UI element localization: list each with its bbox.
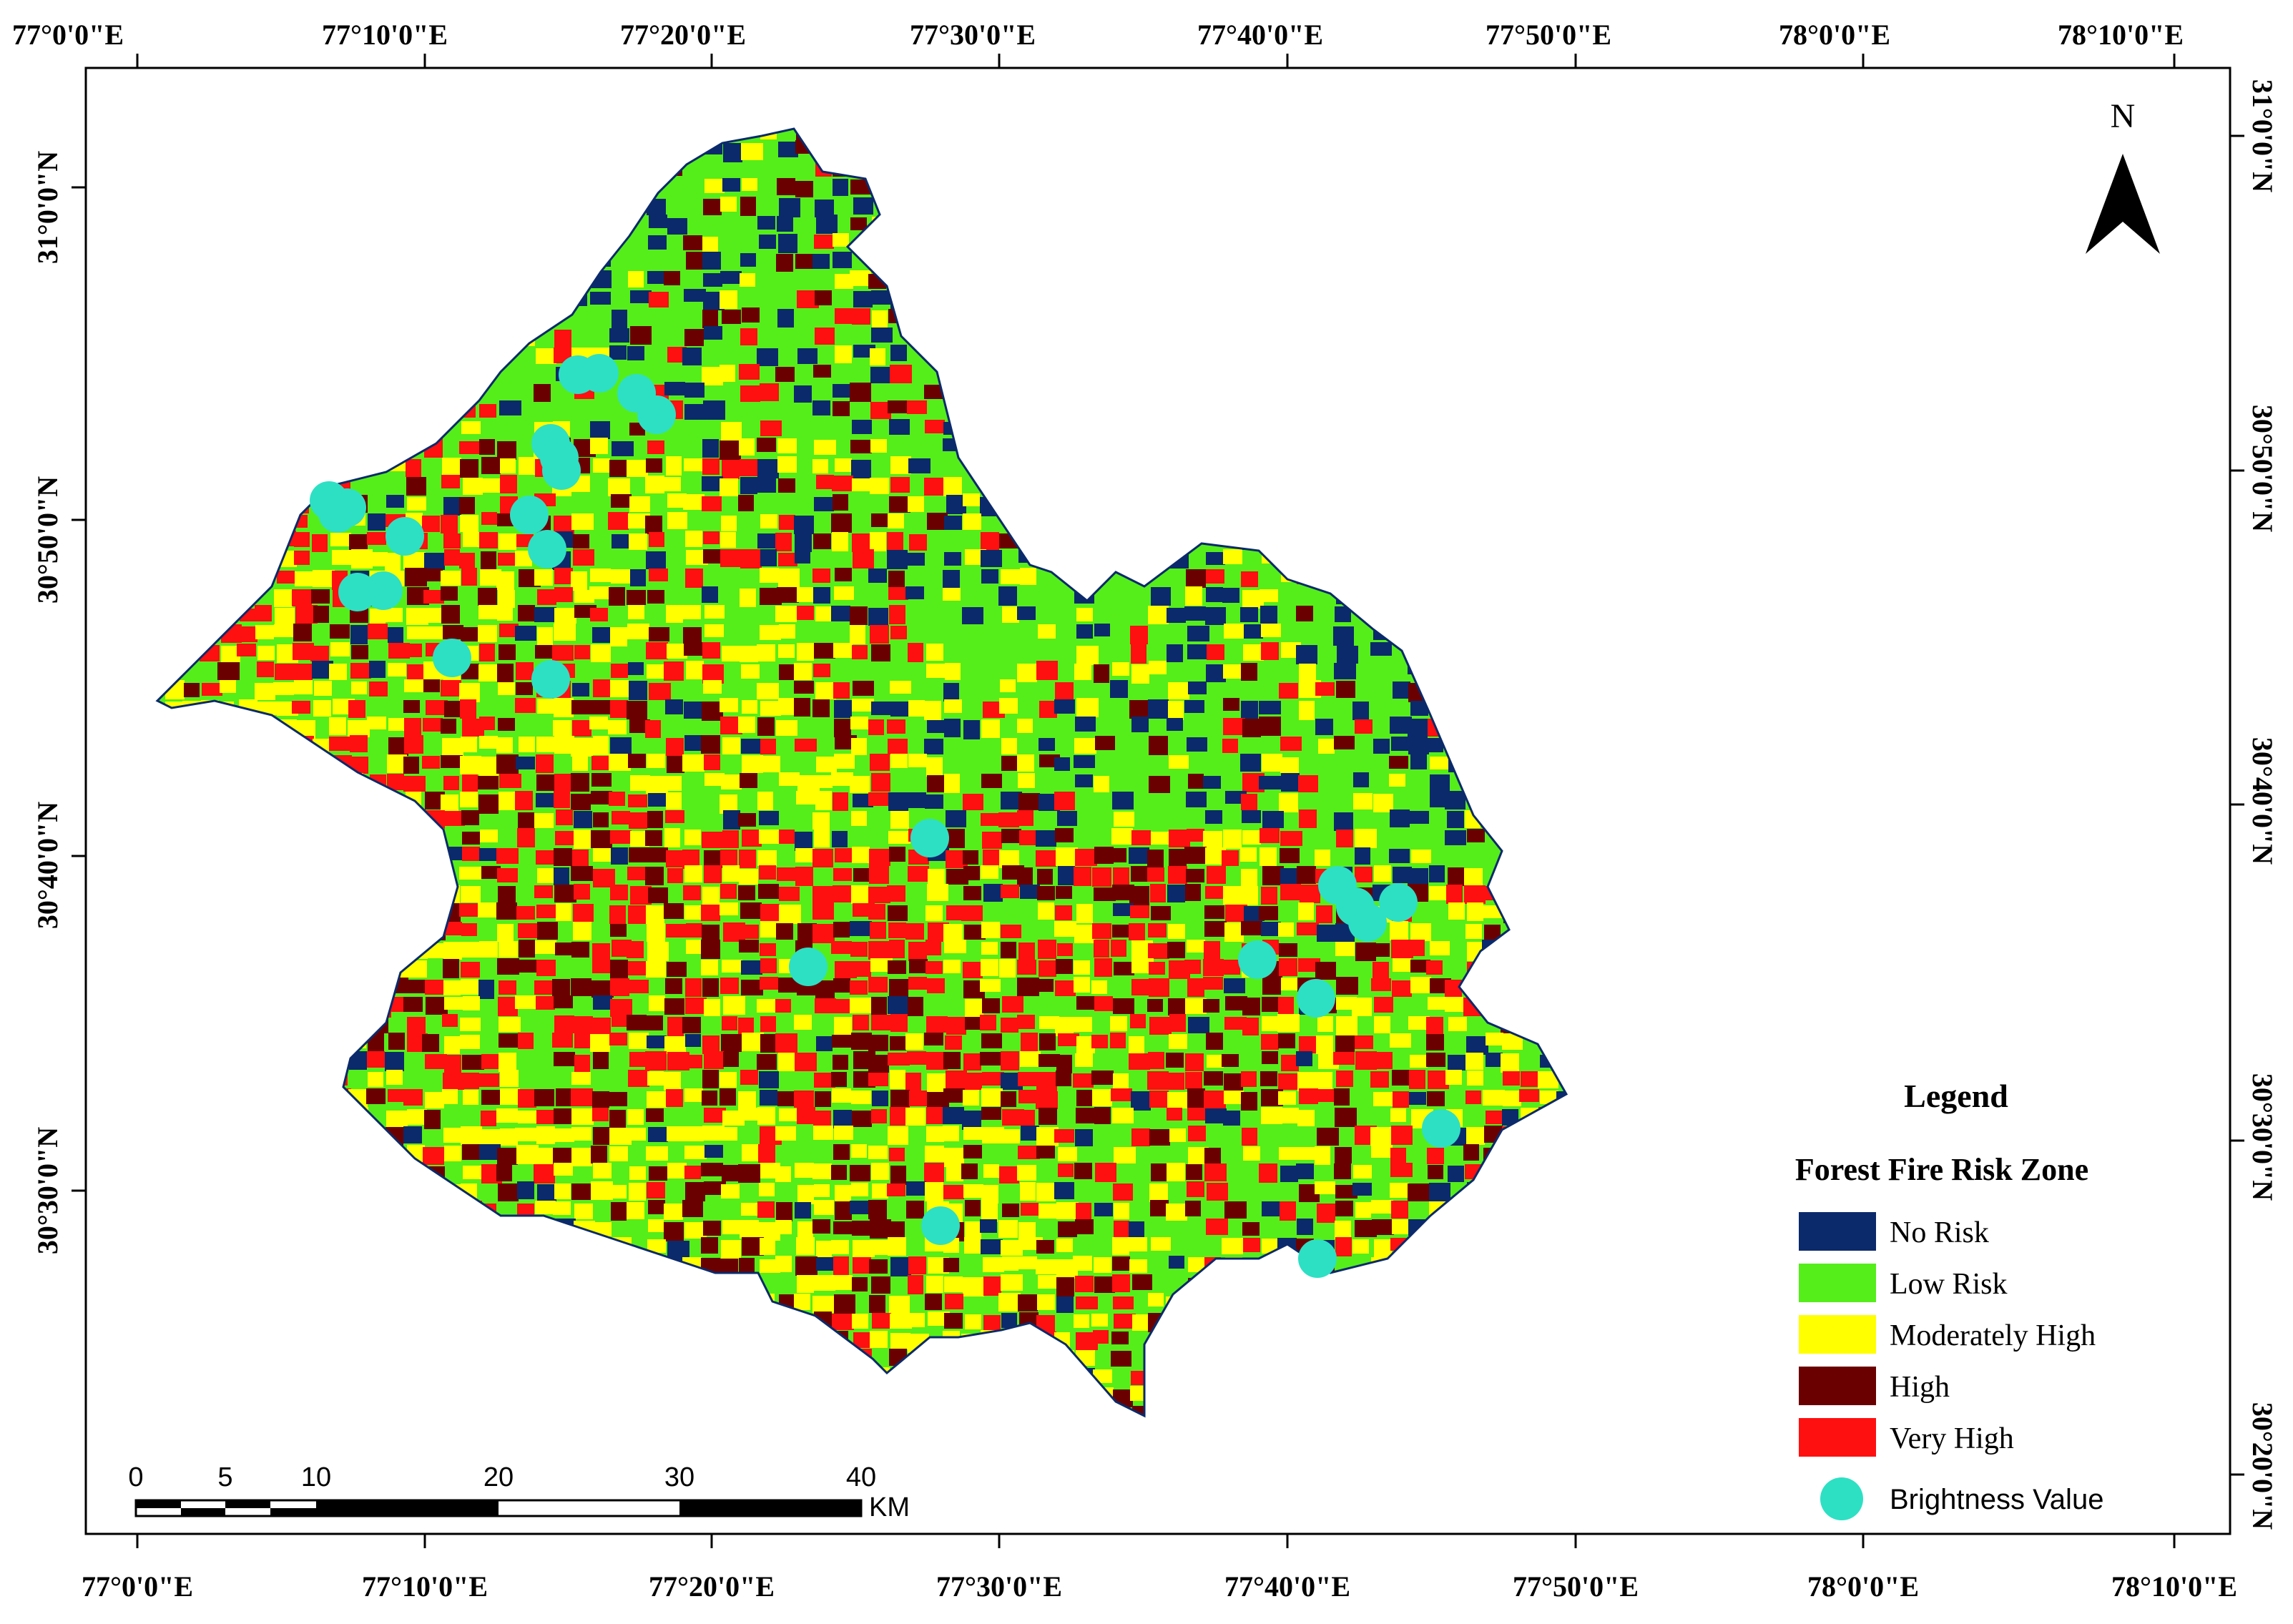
brightness-point bbox=[1379, 883, 1418, 922]
brightness-point bbox=[386, 517, 424, 556]
scale-label: 5 bbox=[217, 1462, 232, 1492]
bottom-lon-label: 77°10'0"E bbox=[362, 1570, 488, 1603]
right-lat-label: 30°30'0"N bbox=[2247, 1073, 2279, 1201]
right-lat-label: 30°40'0"N bbox=[2247, 737, 2279, 865]
scale-label: 40 bbox=[846, 1462, 876, 1492]
brightness-point bbox=[1422, 1109, 1460, 1148]
north-arrow: N bbox=[2086, 97, 2160, 254]
legend-swatch bbox=[1799, 1418, 1876, 1457]
north-arrow-icon bbox=[2086, 154, 2160, 254]
brightness-point bbox=[528, 530, 566, 569]
legend-item-label: High bbox=[1890, 1371, 1950, 1404]
scale-bar-ticks: 0 5 10 20 30 40 bbox=[128, 1462, 876, 1492]
top-lon-label: 78°10'0"E bbox=[2058, 19, 2184, 51]
brightness-point bbox=[328, 488, 366, 527]
brightness-point bbox=[789, 948, 828, 986]
brightness-point bbox=[1238, 940, 1277, 979]
scale-bar: 0 5 10 20 30 40 KM bbox=[128, 1462, 910, 1522]
left-lat-label: 30°30'0"N bbox=[31, 1127, 64, 1254]
scale-label: 30 bbox=[664, 1462, 694, 1492]
legend-item-brightness: Brightness Value bbox=[1820, 1477, 2103, 1520]
bottom-lon-label: 77°0'0"E bbox=[82, 1570, 193, 1603]
bottom-lon-label: 78°10'0"E bbox=[2111, 1570, 2237, 1603]
legend-swatch bbox=[1799, 1367, 1876, 1405]
risk-raster bbox=[157, 129, 1566, 1416]
legend-item-label: Moderately High bbox=[1890, 1319, 2096, 1352]
brightness-point bbox=[921, 1206, 960, 1245]
bottom-lon-label: 77°20'0"E bbox=[649, 1570, 775, 1603]
legend-item-no-risk: No Risk bbox=[1799, 1212, 1989, 1251]
bottom-lon-label: 77°50'0"E bbox=[1513, 1570, 1639, 1603]
legend-item-label: Very High bbox=[1890, 1422, 2014, 1455]
right-lat-label: 31°0'0"N bbox=[2247, 79, 2279, 192]
bottom-lon-label: 77°30'0"E bbox=[936, 1570, 1062, 1603]
bottom-longitude-labels: 77°0'0"E 77°10'0"E 77°20'0"E 77°30'0"E 7… bbox=[82, 1570, 2237, 1603]
brightness-point bbox=[542, 451, 581, 490]
right-lat-label: 30°20'0"N bbox=[2247, 1402, 2279, 1530]
brightness-point bbox=[580, 354, 619, 393]
legend-item-very-high: Very High bbox=[1799, 1418, 2014, 1457]
left-latitude-labels: 31°0'0"N 30°50'0"N 30°40'0"N 30°30'0"N bbox=[31, 151, 64, 1254]
brightness-point bbox=[531, 660, 570, 699]
brightness-points bbox=[310, 354, 1460, 1278]
legend-item-label: No Risk bbox=[1890, 1216, 1989, 1249]
top-lon-label: 77°30'0"E bbox=[910, 19, 1036, 51]
top-lon-label: 77°0'0"E bbox=[12, 19, 124, 51]
top-longitude-labels: 77°0'0"E 77°10'0"E 77°20'0"E 77°30'0"E 7… bbox=[12, 19, 2184, 51]
legend-title: Legend bbox=[1904, 1078, 2008, 1114]
top-lon-label: 77°50'0"E bbox=[1486, 19, 1611, 51]
top-lon-label: 77°40'0"E bbox=[1197, 19, 1323, 51]
legend-swatch bbox=[1799, 1264, 1876, 1302]
frame-ticks bbox=[72, 54, 2244, 1548]
left-lat-label: 30°50'0"N bbox=[31, 476, 64, 604]
brightness-point bbox=[1348, 903, 1387, 942]
right-latitude-labels: 31°0'0"N 30°50'0"N 30°40'0"N 30°30'0"N 3… bbox=[2247, 79, 2279, 1530]
top-lon-label: 78°0'0"E bbox=[1779, 19, 1890, 51]
scale-label: 20 bbox=[483, 1462, 514, 1492]
brightness-point bbox=[1298, 1239, 1337, 1278]
legend-point-label: Brightness Value bbox=[1890, 1484, 2103, 1515]
right-lat-label: 30°50'0"N bbox=[2247, 405, 2279, 532]
brightness-point bbox=[364, 571, 403, 610]
brightness-point bbox=[637, 395, 676, 434]
legend-subtitle: Forest Fire Risk Zone bbox=[1795, 1152, 2088, 1187]
brightness-point bbox=[510, 496, 549, 534]
brightness-point bbox=[433, 639, 471, 677]
legend-item-low-risk: Low Risk bbox=[1799, 1264, 2008, 1302]
legend-item-moderately-high: Moderately High bbox=[1799, 1315, 2096, 1354]
scale-label: 0 bbox=[128, 1462, 143, 1492]
bottom-lon-label: 77°40'0"E bbox=[1224, 1570, 1350, 1603]
legend-swatch bbox=[1799, 1315, 1876, 1354]
top-lon-label: 77°20'0"E bbox=[620, 19, 746, 51]
bottom-lon-label: 78°0'0"E bbox=[1807, 1570, 1919, 1603]
brightness-point-icon bbox=[1820, 1477, 1863, 1520]
left-lat-label: 30°40'0"N bbox=[31, 802, 64, 929]
scale-label: 10 bbox=[301, 1462, 331, 1492]
scale-unit: KM bbox=[869, 1492, 910, 1522]
legend-item-high: High bbox=[1799, 1367, 1950, 1405]
north-label: N bbox=[2111, 97, 2136, 135]
map-frame bbox=[84, 67, 2231, 1535]
legend: Legend Forest Fire Risk Zone No Risk Low… bbox=[1795, 1078, 2103, 1520]
legend-swatch bbox=[1799, 1212, 1876, 1251]
left-lat-label: 31°0'0"N bbox=[31, 151, 64, 264]
legend-item-label: Low Risk bbox=[1890, 1268, 2008, 1301]
brightness-point bbox=[910, 819, 949, 857]
top-lon-label: 77°10'0"E bbox=[322, 19, 448, 51]
brightness-point bbox=[1297, 979, 1335, 1018]
